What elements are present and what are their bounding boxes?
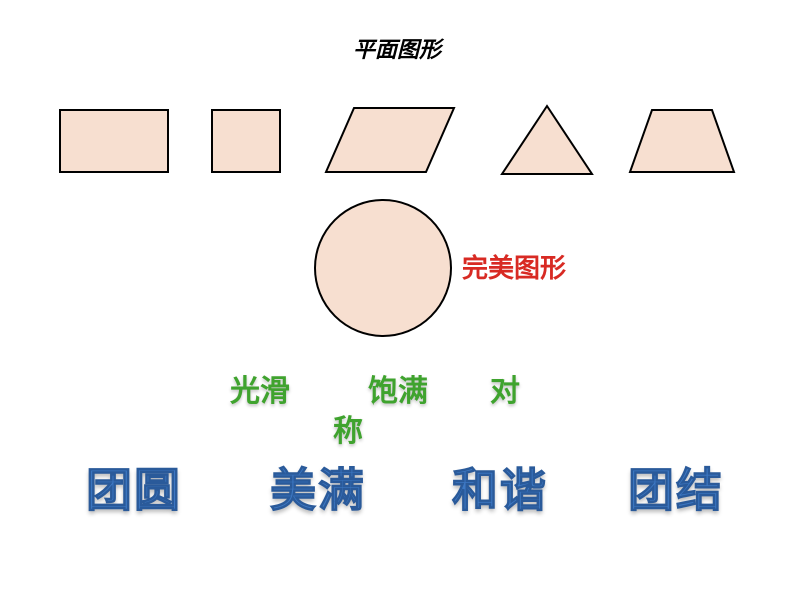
perfect-shape-text: 完美图形 <box>462 253 566 283</box>
descriptor-word: 饱满 <box>368 366 428 410</box>
square-shape <box>212 110 280 172</box>
theme-word: 团结 <box>628 454 724 520</box>
parallelogram-shape <box>326 108 454 172</box>
descriptor-word: 光滑 <box>230 366 290 410</box>
theme-word: 团圆 <box>86 454 182 520</box>
rectangle-shape <box>60 110 168 172</box>
theme-word: 美满 <box>270 454 366 520</box>
circle-shape <box>315 200 451 336</box>
theme-word: 和谐 <box>452 454 548 520</box>
descriptor-word: 对 <box>490 366 520 410</box>
triangle-shape <box>502 106 592 174</box>
perfect-shape-label: 完美图形 <box>462 248 566 285</box>
descriptor-word: 称 <box>333 406 363 450</box>
trapezoid-shape <box>630 110 734 172</box>
